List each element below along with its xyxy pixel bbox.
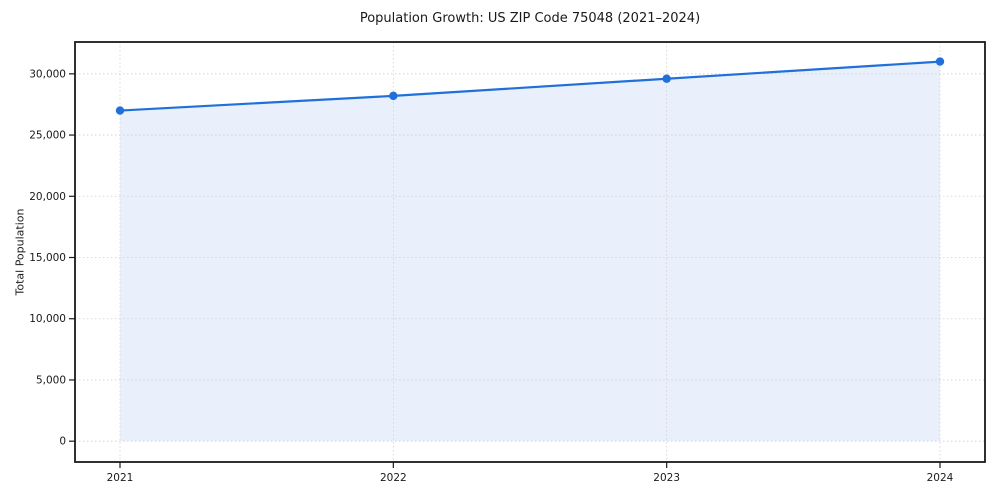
x-tick-label: 2023 [653, 472, 680, 484]
x-tick-label: 2022 [380, 472, 407, 484]
data-point-marker [115, 106, 125, 115]
data-point-marker [935, 57, 945, 66]
y-tick-label: 15,000 [29, 252, 66, 264]
y-tick-label: 10,000 [29, 313, 66, 325]
series-line [118, 60, 942, 112]
area-fill [120, 61, 940, 442]
y-tick-label: 0 [59, 436, 66, 448]
chart-title: Population Growth: US ZIP Code 75048 (20… [359, 11, 701, 26]
y-tick-label: 5,000 [36, 374, 66, 386]
x-tick-label: 2021 [107, 472, 134, 484]
data-point-marker [662, 74, 671, 83]
y-tick-label: 25,000 [29, 130, 66, 142]
y-tick-label: 30,000 [29, 68, 66, 80]
y-tick-label: 20,000 [29, 191, 66, 203]
data-point-marker [389, 91, 398, 101]
y-axis-label: Total Population [13, 208, 27, 296]
plot-border [74, 41, 986, 463]
x-tick-label: 2024 [927, 472, 954, 484]
